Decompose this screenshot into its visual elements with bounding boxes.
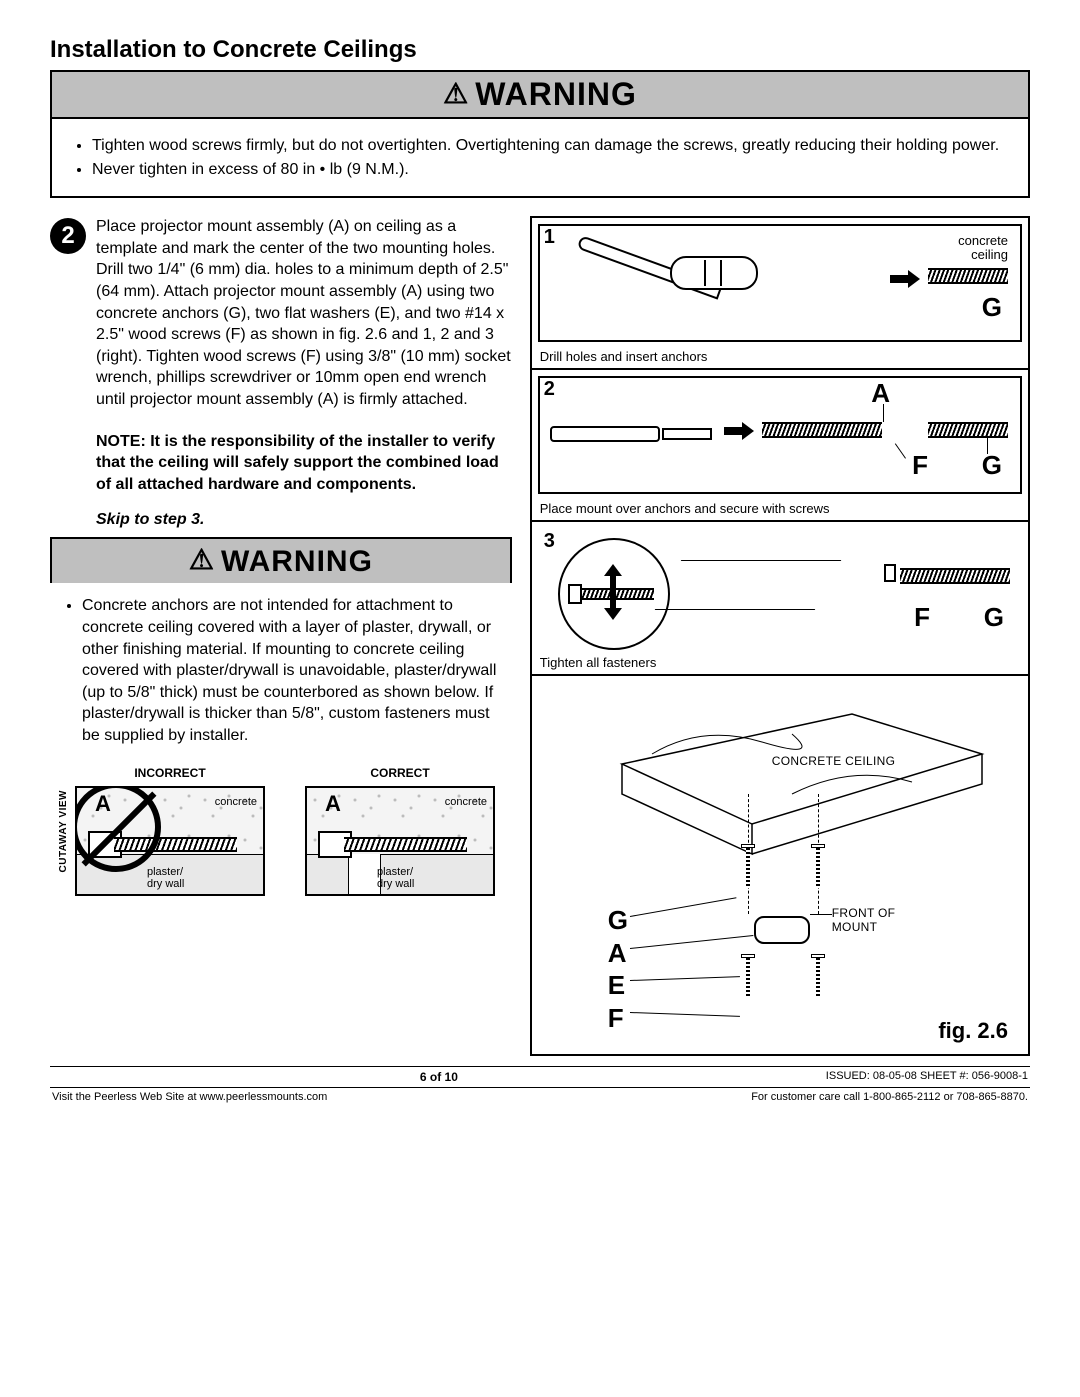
fig-front-label: FRONT OF MOUNT [832,906,896,934]
cutaway-side-label: CUTAWAY VIEW [58,790,69,873]
panel-2-arrow-icon [724,422,754,440]
warn1-item-2: Never tighten in excess of 80 in • lb (9… [92,159,1006,181]
step-2-badge: 2 [50,218,86,254]
panel-1-concrete-label: concrete ceiling [958,234,1008,263]
panel-1-figure: concrete ceiling G [538,224,1022,342]
warning-band-1: ⚠WARNING [50,70,1030,117]
footer-site: Visit the Peerless Web Site at www.peerl… [52,1091,327,1103]
fig-caption: fig. 2.6 [938,1018,1008,1044]
panel-2-number: 2 [544,378,555,401]
panel-2-caption: Place mount over anchors and secure with… [540,501,1020,516]
incorrect-plaster-label: plaster/ dry wall [147,866,184,890]
correct-letter-A: A [325,791,341,817]
figure-2-6: CONCRETE CEILING FRONT OF MOUNT G A E F … [530,676,1030,1056]
panel-1-caption: Drill holes and insert anchors [540,349,1020,364]
panel-2-figure: A F G [538,376,1022,494]
section-title: Installation to Concrete Ceilings [50,36,1030,64]
panel-3-letter-G: G [984,602,1004,633]
footer-issued: ISSUED: 08-05-08 SHEET #: 056-9008-1 [826,1070,1028,1084]
warn2-item-1: Concrete anchors are not intended for at… [82,595,508,746]
incorrect-concrete-label: concrete [215,796,257,808]
incorrect-label: INCORRECT [75,766,265,780]
fig-letters: G A E F [608,904,628,1034]
fig-concrete-label: CONCRETE CEILING [772,754,895,768]
incorrect-diagram: A concrete plaster/ dry wall [75,786,265,896]
warning-box-2: Concrete anchors are not intended for at… [50,583,512,756]
panel-3-letter-F: F [914,602,930,633]
step-2-text: Place projector mount assembly (A) on ce… [96,216,512,410]
footer-care: For customer care call 1-800-865-2112 or… [751,1091,1028,1103]
warning-box-1: Tighten wood screws firmly, but do not o… [50,117,1030,198]
panel-1-arrow-icon [890,270,920,288]
warning-icon-2: ⚠ [189,543,215,576]
warning-icon: ⚠ [443,77,469,110]
warn1-item-1: Tighten wood screws firmly, but do not o… [92,135,1006,157]
panel-3-number: 3 [544,530,555,553]
correct-diagram: A concrete plaster/ dry wall [305,786,495,896]
footer-page: 6 of 10 [420,1070,458,1084]
warning-band-2: ⚠WARNING [50,537,512,583]
panel-3-caption: Tighten all fasteners [540,655,1020,670]
installer-note: NOTE: It is the responsibility of the in… [96,431,512,496]
panel-1-number: 1 [544,226,555,249]
step-panels: concrete ceiling G 1 Drill holes and ins… [530,216,1030,676]
panel-2-letter-F: F [912,450,928,481]
panel-2-letter-A: A [871,378,890,409]
panel-2-letter-G: G [982,450,1002,481]
warning-text-2: WARNING [221,545,373,578]
correct-plaster-label: plaster/ dry wall [377,866,414,890]
correct-concrete-label: concrete [445,796,487,808]
panel-1-letter-G: G [982,292,1002,323]
panel-3-figure: F G [538,528,1022,648]
skip-link-text: Skip to step 3. [96,511,512,529]
warning-text-1: WARNING [475,76,637,112]
correct-label: CORRECT [305,766,495,780]
